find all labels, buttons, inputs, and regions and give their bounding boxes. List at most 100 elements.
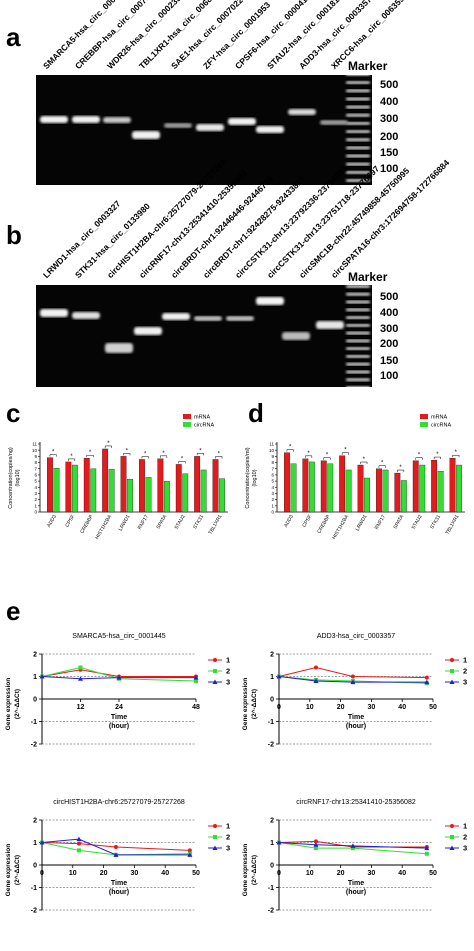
series-line-3 bbox=[41, 838, 190, 856]
legend-swatch-circrna bbox=[420, 422, 428, 427]
significance-bracket bbox=[123, 453, 131, 456]
series-point-1 bbox=[113, 845, 118, 849]
gel-band bbox=[40, 116, 68, 123]
significance-bracket bbox=[68, 458, 76, 461]
x-axis-label-units: (hour) bbox=[109, 889, 129, 896]
y-tick-label: 2 bbox=[33, 818, 37, 825]
legend-marker-3 bbox=[449, 679, 455, 684]
ladder-band bbox=[346, 362, 370, 366]
significance-mark: * bbox=[344, 448, 347, 454]
series-line-1 bbox=[41, 842, 190, 851]
y-axis-label: Concentration(copies/ng) bbox=[8, 447, 14, 509]
x-category-label: RNF17 bbox=[374, 514, 387, 531]
x-category-label: ADD3 bbox=[46, 514, 58, 529]
bar-circrna bbox=[364, 477, 370, 513]
significance-mark: * bbox=[52, 450, 55, 456]
significance-mark: * bbox=[70, 454, 73, 460]
panel-letter-a: a bbox=[6, 22, 21, 52]
gel-a-marker-label: Marker bbox=[348, 59, 388, 73]
bar-circrna bbox=[53, 467, 60, 513]
bar-circrna bbox=[71, 464, 78, 513]
legend-label-3: 3 bbox=[463, 844, 467, 853]
legend-swatch-mrna bbox=[420, 414, 428, 419]
x-tick-label: 20 bbox=[100, 870, 108, 877]
y-tick-label: 0 bbox=[271, 510, 274, 515]
bar-mrna bbox=[394, 472, 401, 513]
y-tick-label: 1 bbox=[33, 840, 37, 847]
significance-mark: * bbox=[107, 441, 110, 447]
gel-band bbox=[316, 321, 344, 329]
gel-b-size-label: 500 bbox=[380, 291, 399, 303]
x-axis-label-units: (hour) bbox=[346, 889, 366, 896]
x-tick-label: 10 bbox=[69, 870, 77, 877]
y-tick-label: 4 bbox=[271, 485, 274, 490]
gel-band bbox=[162, 313, 190, 320]
gel-band bbox=[105, 343, 133, 353]
bar-mrna bbox=[376, 468, 382, 513]
series-point-1 bbox=[313, 839, 318, 844]
gel-a-size-label: 500 bbox=[380, 79, 399, 91]
series-point-3 bbox=[276, 674, 282, 679]
gel-band bbox=[40, 309, 68, 317]
bar-mrna bbox=[412, 460, 419, 513]
series-point-2 bbox=[350, 846, 355, 851]
y-tick-label: -1 bbox=[268, 719, 274, 726]
gel-a-size-label: 150 bbox=[380, 147, 399, 159]
ladder-band bbox=[346, 121, 370, 125]
y-tick-label: 1 bbox=[271, 503, 274, 508]
y-tick-label: 10 bbox=[32, 448, 38, 453]
gel-image-a bbox=[36, 73, 372, 185]
ladder-band bbox=[346, 97, 370, 101]
x-axis-label: Time bbox=[348, 714, 364, 721]
y-tick-label: -2 bbox=[31, 742, 37, 749]
y-tick-label: -1 bbox=[31, 885, 37, 892]
legend-marker-1 bbox=[450, 658, 454, 662]
gel-a-size-label: 400 bbox=[380, 96, 399, 108]
y-tick-label: 10 bbox=[269, 448, 275, 453]
significance-bracket bbox=[104, 445, 112, 448]
x-category-label: ADD3 bbox=[283, 514, 295, 529]
y-tick-label: 0 bbox=[34, 510, 37, 515]
gel-b-size-label: 300 bbox=[380, 323, 399, 335]
y-tick-label: 1 bbox=[34, 503, 37, 508]
x-tick-label: 10 bbox=[306, 870, 314, 877]
gel-b-size-label: 400 bbox=[380, 307, 399, 319]
ladder-band bbox=[346, 292, 370, 296]
y-axis-label: Gene expression bbox=[242, 678, 249, 730]
y-tick-label: -2 bbox=[268, 908, 274, 915]
y-axis-label-units: (log10) bbox=[15, 469, 21, 486]
series-point-3 bbox=[78, 676, 83, 681]
series-point-2 bbox=[76, 848, 81, 853]
significance-bracket bbox=[196, 453, 204, 456]
significance-bracket bbox=[286, 449, 294, 452]
series-point-1 bbox=[424, 675, 429, 680]
y-axis-label: Concentration(copies/ml) bbox=[245, 447, 251, 508]
x-category-label: LRWD1 bbox=[355, 514, 369, 532]
bar-circrna bbox=[382, 469, 389, 513]
series-point-1 bbox=[76, 841, 81, 846]
ladder-band bbox=[346, 105, 370, 109]
gel-band bbox=[256, 126, 284, 133]
significance-mark: * bbox=[399, 465, 402, 471]
y-tick-label: -2 bbox=[268, 742, 274, 749]
y-tick-label: 1 bbox=[270, 840, 274, 847]
gel-band bbox=[103, 117, 131, 123]
x-tick-label: 40 bbox=[398, 870, 406, 877]
y-tick-label: 11 bbox=[269, 442, 274, 447]
legend-marker-1 bbox=[213, 824, 217, 828]
legend-label-3: 3 bbox=[226, 844, 230, 853]
y-tick-label: -2 bbox=[31, 908, 37, 915]
gel-image-b bbox=[36, 285, 372, 389]
x-category-label: SPATA bbox=[155, 513, 168, 530]
gel-band bbox=[72, 312, 100, 319]
bar-circrna bbox=[145, 477, 152, 513]
legend-marker-1 bbox=[450, 824, 454, 828]
ladder-band bbox=[346, 146, 370, 150]
x-category-label: HIST1H2BA bbox=[94, 513, 113, 540]
bar-mrna bbox=[65, 461, 72, 513]
significance-mark: * bbox=[418, 453, 421, 459]
significance-mark: * bbox=[162, 451, 165, 457]
line-chart-add3: ADD3-hsa_circ_0003357 Gene expression (2^-… bbox=[242, 633, 467, 749]
